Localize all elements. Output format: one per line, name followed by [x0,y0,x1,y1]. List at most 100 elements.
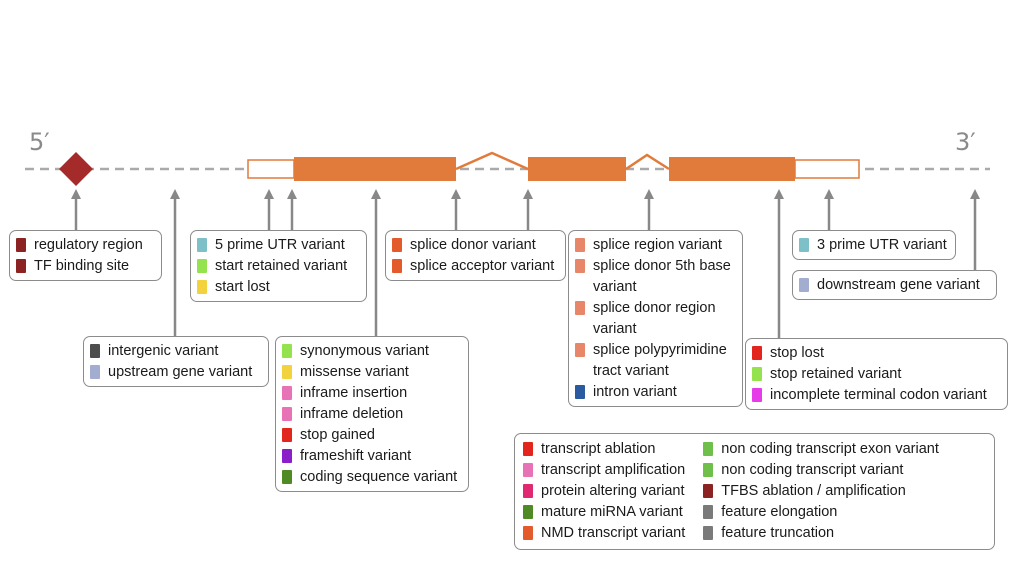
color-swatch [90,344,100,358]
legend-item-splice-donor-region-variant: splice donor region variant [575,298,736,340]
legend-item-tf-binding-site: TF binding site [16,256,155,277]
legend-item-5-prime-utr-variant: 5 prime UTR variant [197,235,360,256]
legend-item-splice-region-variant: splice region variant [575,235,736,256]
color-swatch [752,367,762,381]
legend-item-synonymous-variant: synonymous variant [282,341,462,362]
color-swatch [197,280,207,294]
color-swatch [282,365,292,379]
legend-item-nmd-transcript-variant: NMD transcript variant [523,523,685,544]
item-label: upstream gene variant [108,364,253,380]
item-label: start retained variant [215,258,348,274]
item-label: stop lost [770,345,824,361]
color-swatch [703,442,714,456]
item-label: incomplete terminal codon variant [770,387,987,403]
intergenic-box: intergenic variant upstream gene variant [83,336,269,387]
color-swatch [575,238,585,252]
legend-item-inframe-insertion: inframe insertion [282,383,462,404]
item-label: protein altering variant [541,483,685,499]
item-label: feature truncation [721,525,835,541]
item-label: splice donor region variant [593,300,716,337]
color-swatch [703,463,714,477]
three-prime-utr [794,159,860,179]
color-swatch [197,259,207,273]
color-swatch [575,343,585,357]
item-label: stop gained [300,427,375,443]
item-label: missense variant [300,364,409,380]
legend-item-start-retained-variant: start retained variant [197,256,360,277]
intron-1 [455,151,529,171]
item-label: splice donor variant [410,237,536,253]
item-label: feature elongation [721,504,838,520]
color-swatch [16,238,26,252]
exon-3 [669,157,795,181]
color-swatch [523,484,533,498]
item-label: TFBS ablation / amplification [721,483,906,499]
downstream-box: downstream gene variant [792,270,997,300]
color-swatch [282,407,292,421]
color-swatch [282,344,292,358]
item-label: 5 prime UTR variant [215,237,345,253]
legend-item-intergenic-variant: intergenic variant [90,341,262,362]
color-swatch [392,259,402,273]
item-label: 3 prime UTR variant [817,237,947,253]
color-swatch [197,238,207,252]
item-label: NMD transcript variant [541,525,686,541]
color-swatch [523,442,533,456]
color-swatch [703,484,714,498]
item-label: non coding transcript exon variant [721,441,939,457]
item-label: synonymous variant [300,343,429,359]
regulatory-box: regulatory region TF binding site [9,230,162,281]
item-label: splice polypyrimidine tract variant [593,342,727,379]
legend-column: transcript ablation transcript amplificat… [523,439,685,544]
legend-item-3-prime-utr-variant: 3 prime UTR variant [799,235,949,256]
color-swatch [799,238,809,252]
item-label: non coding transcript variant [721,462,904,478]
three-prime-box: 3 prime UTR variant [792,230,956,260]
legend-item-non-coding-transcript-variant: non coding transcript variant [703,460,939,481]
exon-1 [294,157,456,181]
color-swatch [703,505,714,519]
item-label: coding sequence variant [300,469,458,485]
legend-item-tfbs-ablation-amplification: TFBS ablation / amplification [703,481,939,502]
stop-box: stop lost stop retained variant incomplete… [745,338,1008,410]
item-label: mature miRNA variant [541,504,683,520]
legend-item-coding-sequence-variant: coding sequence variant [282,467,462,488]
legend-item-feature-elongation: feature elongation [703,502,939,523]
consequence-legend: transcript ablation transcript amplificat… [514,433,995,550]
legend-item-feature-truncation: feature truncation [703,523,939,544]
five-prime-utr [247,159,295,179]
color-swatch [575,385,585,399]
color-swatch [703,526,714,540]
legend-item-downstream-gene-variant: downstream gene variant [799,275,990,296]
item-label: intron variant [593,384,677,400]
item-label: inframe deletion [300,406,404,422]
item-label: transcript ablation [541,441,656,457]
legend-item-stop-lost: stop lost [752,343,1001,364]
legend-item-mature-mirna-variant: mature miRNA variant [523,502,685,523]
coding-box: synonymous variant missense variant infram… [275,336,469,492]
color-swatch [282,449,292,463]
legend-item-incomplete-terminal-codon-variant: incomplete terminal codon variant [752,385,1001,406]
item-label: inframe insertion [300,385,408,401]
item-label: TF binding site [34,258,130,274]
legend-item-splice-polypyrimidine-tract-variant: splice polypyrimidine tract variant [575,340,736,382]
legend-item-regulatory-region: regulatory region [16,235,155,256]
color-swatch [752,346,762,360]
splice-box: splice donor variant splice acceptor vari… [385,230,566,281]
three-prime-end-label: 3′ [955,128,976,156]
legend-item-inframe-deletion: inframe deletion [282,404,462,425]
legend-item-splice-acceptor-variant: splice acceptor variant [392,256,559,277]
legend-item-upstream-gene-variant: upstream gene variant [90,362,262,383]
color-swatch [90,365,100,379]
legend-item-transcript-ablation: transcript ablation [523,439,685,460]
color-swatch [799,278,809,292]
legend-item-frameshift-variant: frameshift variant [282,446,462,467]
splice-region-box: splice region variant splice donor 5th ba… [568,230,743,407]
legend-item-protein-altering-variant: protein altering variant [523,481,685,502]
legend-item-splice-donor-5th-base-variant: splice donor 5th base variant [575,256,736,298]
item-label: frameshift variant [300,448,412,464]
item-label: downstream gene variant [817,277,980,293]
item-label: splice donor 5th base variant [593,258,731,295]
legend-item-non-coding-transcript-exon-variant: non coding transcript exon variant [703,439,939,460]
